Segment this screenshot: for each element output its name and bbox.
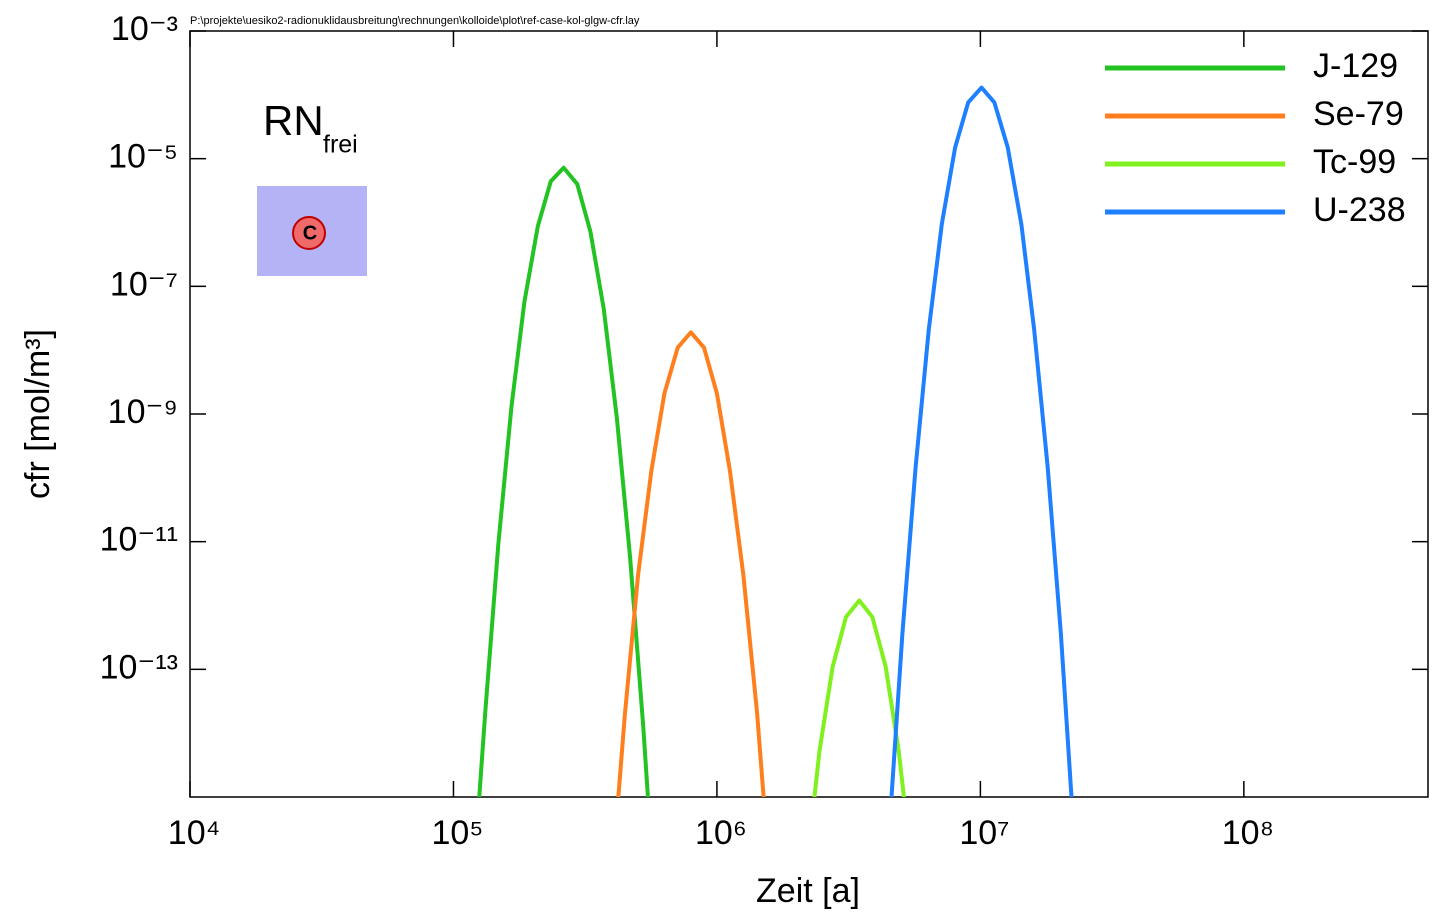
y-tick-label: 10⁻¹³ [100, 648, 178, 686]
y-tick-label: 10⁻¹¹ [100, 521, 178, 559]
x-tick-label: 10⁴ [168, 814, 220, 852]
x-axis-label: Zeit [a] [756, 872, 860, 910]
x-tick-label: 10⁷ [959, 814, 1009, 852]
y-tick-label: 10⁻⁷ [110, 265, 178, 303]
legend-label: Se-79 [1313, 95, 1404, 133]
series-line [889, 85, 1074, 797]
y-axis-label: cfr [mol/m³] [19, 329, 57, 499]
y-tick-label: 10⁻⁹ [108, 393, 178, 431]
annotation-text: RN [263, 97, 324, 144]
series-line [616, 330, 766, 797]
annotation-icon [292, 216, 326, 250]
annotation-subscript: frei [323, 131, 358, 159]
plot-frame [189, 30, 1429, 798]
series-line [477, 165, 650, 797]
x-tick-label: 10⁶ [695, 814, 747, 852]
legend-label: Tc-99 [1313, 143, 1396, 181]
x-tick-label: 10⁸ [1222, 814, 1274, 852]
legend-label: J-129 [1313, 47, 1398, 85]
file-path: P:\projekte\uesiko2-radionuklidausbreitu… [190, 15, 640, 27]
x-tick-label: 10⁵ [432, 814, 484, 852]
y-tick-label: 10⁻³ [111, 10, 178, 48]
annotation-icon-label: C [303, 222, 317, 244]
y-tick-label: 10⁻⁵ [108, 138, 178, 176]
legend-label: U-238 [1313, 191, 1406, 229]
series-line [812, 598, 906, 797]
